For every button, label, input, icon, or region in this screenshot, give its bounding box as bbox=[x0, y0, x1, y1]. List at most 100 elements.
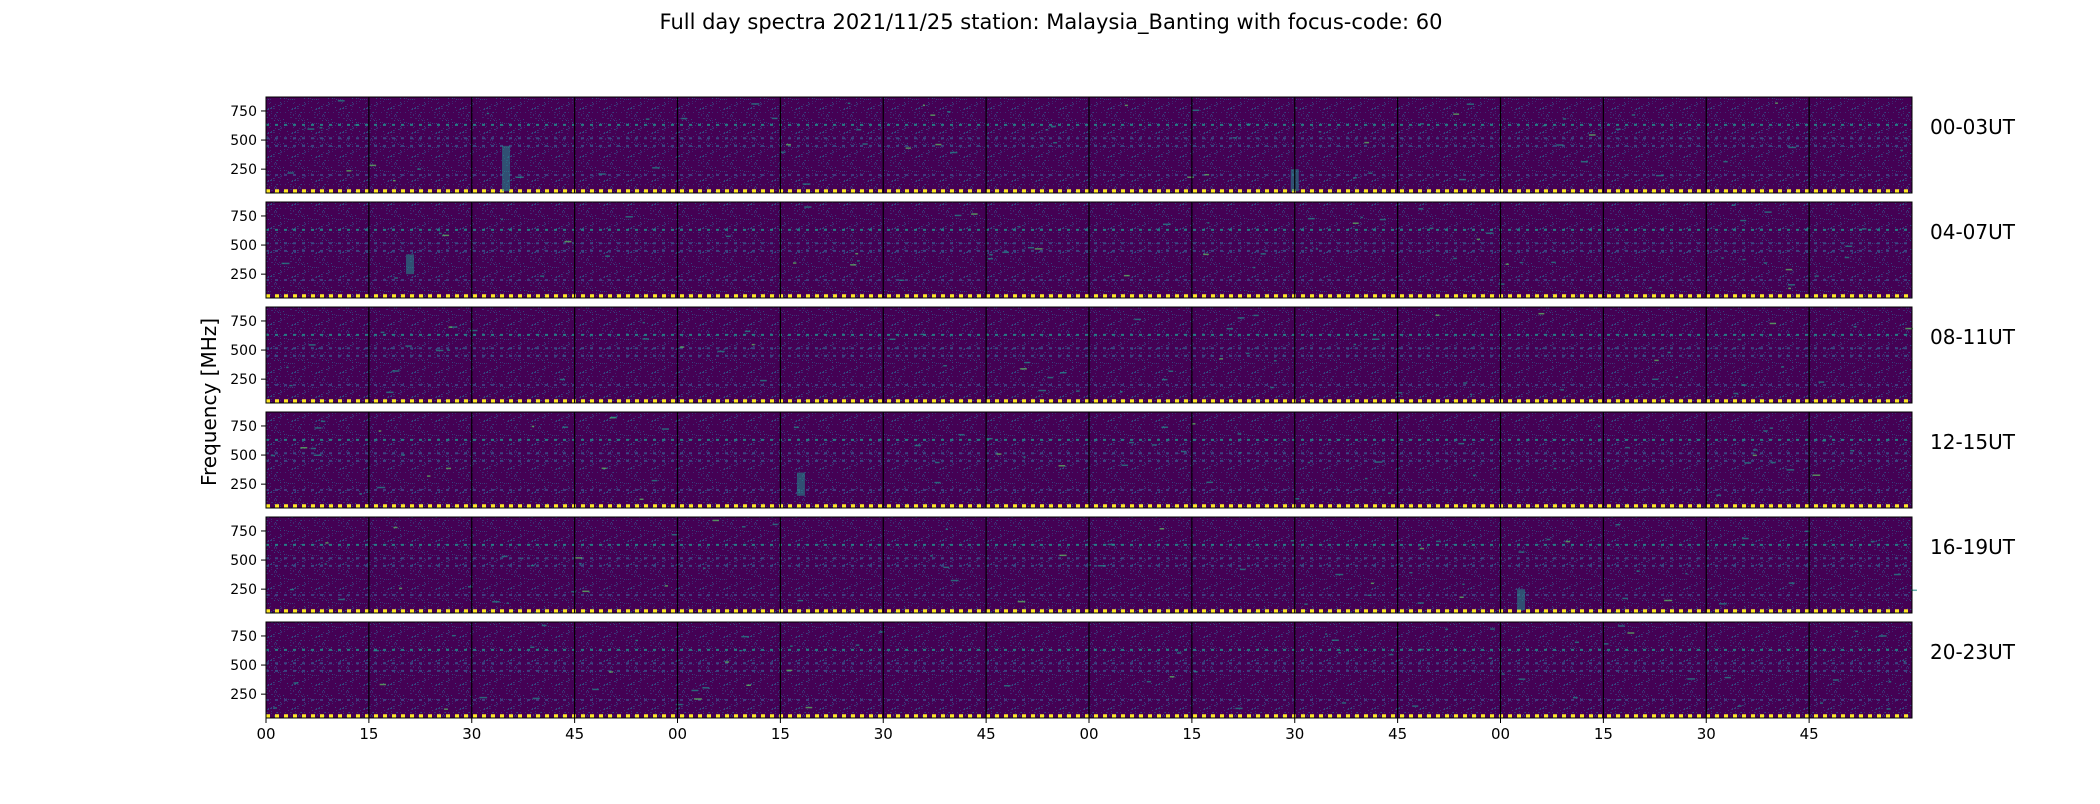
panel-frame bbox=[265, 96, 1913, 194]
x-tick-label: 15 bbox=[1182, 725, 1201, 743]
spectral-speckle bbox=[694, 698, 702, 700]
spectral-speckle bbox=[1893, 573, 1901, 576]
spectral-speckle bbox=[1462, 583, 1465, 586]
spectral-speckle bbox=[1159, 528, 1165, 530]
spectral-speckle bbox=[802, 183, 811, 185]
spectral-speckle bbox=[1331, 639, 1339, 641]
spectral-speckle bbox=[1060, 371, 1067, 374]
spectral-speckle bbox=[1562, 118, 1567, 120]
spectral-speckle bbox=[1737, 338, 1742, 341]
y-tick-label: 500 bbox=[230, 448, 257, 464]
spectral-speckle bbox=[405, 345, 412, 347]
spectral-speckle bbox=[1245, 352, 1250, 355]
x-tick-label: 45 bbox=[1800, 725, 1819, 743]
spectral-speckle bbox=[1879, 635, 1887, 637]
spectral-speckle bbox=[562, 426, 569, 428]
spectral-speckle bbox=[1597, 425, 1601, 427]
spectral-speckle bbox=[575, 557, 583, 559]
row-time-label: 20-23UT bbox=[1930, 640, 2016, 664]
spectra-row: 250 500 750 08-11UT bbox=[230, 306, 2016, 404]
spectral-speckle bbox=[744, 330, 751, 333]
spectral-speckle bbox=[899, 279, 904, 281]
row-time-label: 12-15UT bbox=[1930, 430, 2016, 454]
spectral-speckle bbox=[451, 634, 456, 637]
x-tick-label: 00 bbox=[1491, 725, 1510, 743]
spectral-speckle bbox=[651, 479, 658, 482]
spectral-speckle bbox=[1845, 245, 1853, 248]
spectral-speckle bbox=[530, 646, 535, 648]
spectral-speckle bbox=[1685, 572, 1688, 575]
spectral-speckle bbox=[1325, 633, 1328, 635]
spectral-speckle bbox=[1435, 540, 1441, 543]
spectral-speckle bbox=[986, 437, 993, 440]
spectral-speckle bbox=[1237, 433, 1242, 435]
spectral-speckle bbox=[797, 599, 804, 602]
spectral-speckle bbox=[1235, 707, 1243, 710]
spectral-speckle bbox=[1740, 219, 1747, 222]
spectral-speckle bbox=[532, 697, 540, 700]
spectral-speckle bbox=[592, 688, 599, 691]
spectral-speckle bbox=[479, 696, 488, 699]
y-tick-label: 500 bbox=[230, 238, 257, 254]
spectral-speckle bbox=[1463, 382, 1468, 384]
spectral-speckle bbox=[1721, 257, 1724, 259]
spectral-speckle bbox=[1631, 114, 1636, 116]
spectral-speckle bbox=[751, 343, 755, 346]
spectra-row: 250 500 750 00-03UT bbox=[230, 96, 2016, 194]
spectral-speckle bbox=[1368, 172, 1373, 174]
spectral-speckle bbox=[300, 447, 308, 449]
spectral-speckle bbox=[1752, 449, 1758, 451]
spectral-speckle bbox=[530, 564, 535, 567]
spectral-speckle bbox=[281, 262, 290, 265]
spectral-speckle bbox=[793, 262, 797, 264]
spectral-speckle bbox=[920, 333, 924, 336]
spectral-speckle bbox=[324, 563, 327, 565]
spectral-speckle bbox=[1290, 540, 1295, 542]
spectral-speckle bbox=[1419, 648, 1424, 651]
spectral-speckle bbox=[582, 590, 590, 593]
y-tick-label: 250 bbox=[230, 687, 257, 703]
spectral-speckle bbox=[1168, 370, 1174, 373]
spectral-speckle bbox=[1453, 113, 1460, 115]
spectral-speckle bbox=[401, 454, 405, 456]
spectral-speckle bbox=[1367, 594, 1372, 597]
spectral-speckle bbox=[1360, 216, 1363, 219]
spectral-speckle bbox=[996, 453, 1002, 455]
spectral-speckle bbox=[1194, 670, 1198, 673]
spectral-speckle bbox=[1192, 109, 1200, 112]
spectral-speckle bbox=[945, 528, 949, 531]
spectral-speckle bbox=[1818, 381, 1825, 383]
spectral-speckle bbox=[1045, 129, 1048, 131]
spectral-speckle bbox=[394, 277, 398, 279]
spectral-speckle bbox=[930, 114, 936, 116]
spectral-speckle bbox=[273, 707, 277, 709]
spectral-speckle bbox=[541, 624, 547, 627]
spectral-speckle bbox=[855, 252, 859, 255]
spectral-speckle bbox=[379, 683, 387, 686]
spectral-speckle bbox=[1412, 705, 1419, 707]
spectral-speckle bbox=[786, 669, 793, 672]
spectral-speckle bbox=[1855, 630, 1858, 633]
spectral-speckle bbox=[878, 631, 885, 633]
spectral-speckle bbox=[1417, 602, 1424, 604]
spectral-speckle bbox=[664, 585, 668, 587]
spectral-speckle bbox=[393, 179, 396, 182]
spectral-speckle bbox=[1910, 589, 1917, 592]
spectral-speckle bbox=[741, 526, 746, 528]
spectral-speckle bbox=[739, 649, 743, 652]
spectral-speckle bbox=[905, 147, 911, 149]
spectral-speckle bbox=[702, 687, 710, 689]
spectral-speckle bbox=[1458, 178, 1467, 181]
spectral-speckle bbox=[1733, 392, 1739, 395]
spectral-speckle bbox=[1176, 652, 1182, 654]
spectral-speckle bbox=[427, 475, 431, 477]
spectral-speckle bbox=[1187, 176, 1194, 178]
spectral-speckle bbox=[639, 498, 644, 501]
spectral-speckle bbox=[521, 557, 524, 560]
spectral-speckle bbox=[1058, 465, 1066, 467]
spectral-speckle bbox=[1900, 149, 1903, 152]
y-tick-label: 750 bbox=[230, 104, 257, 120]
spectral-speckle bbox=[642, 321, 645, 324]
spectral-speckle bbox=[354, 124, 359, 126]
x-axis: 00 15 30 45 00 15 30 45 00 15 30 45 00 15 30 45 bbox=[256, 718, 1819, 743]
